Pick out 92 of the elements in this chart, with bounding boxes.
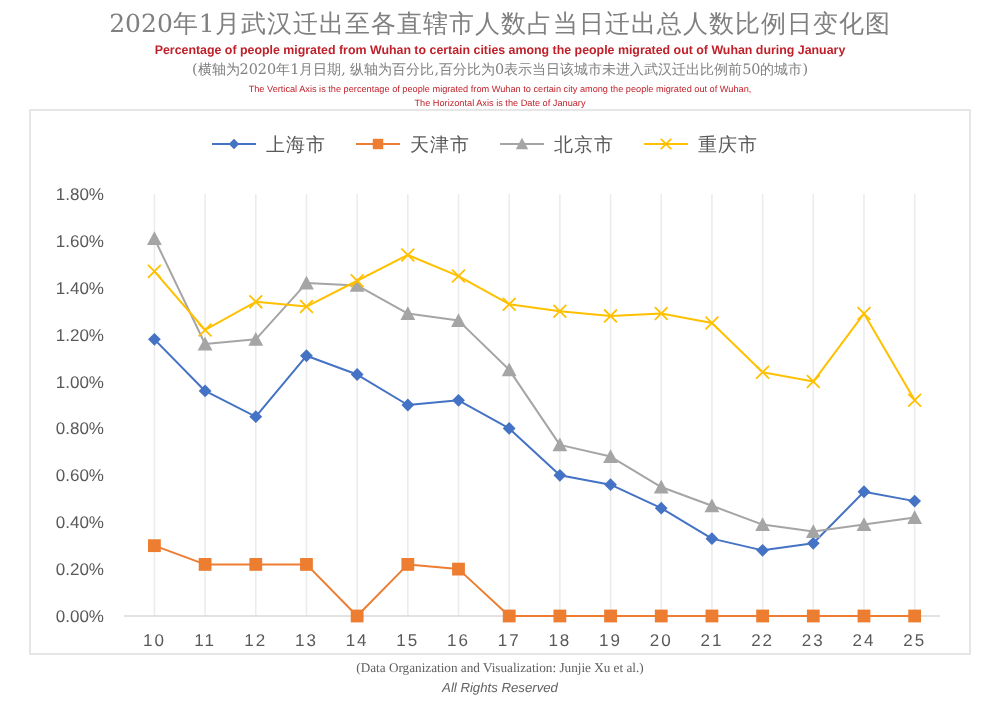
legend-label: 重庆市 xyxy=(698,133,758,157)
y-tick-label: 1.40% xyxy=(55,277,105,298)
legend-label: 上海市 xyxy=(266,133,326,157)
point xyxy=(249,410,263,424)
point xyxy=(553,468,567,482)
point xyxy=(451,313,466,327)
point xyxy=(907,393,922,408)
x-tick-label: 17 xyxy=(497,630,521,650)
x-tick-label: 12 xyxy=(244,630,268,650)
chart-title: 2020年1月武汉迁出至各直辖市人数占当日迁出总人数比例日变化图 xyxy=(109,8,891,38)
y-tick-label: 0.00% xyxy=(55,606,105,626)
x-tick-label: 13 xyxy=(294,630,318,650)
y-tick-label: 0.80% xyxy=(55,418,105,439)
point xyxy=(350,368,364,381)
y-tick-label: 1.60% xyxy=(55,230,105,251)
point xyxy=(349,273,365,289)
point xyxy=(452,393,465,407)
point xyxy=(300,349,313,363)
point xyxy=(653,306,669,321)
point xyxy=(198,558,212,571)
point xyxy=(147,264,162,279)
point xyxy=(502,609,516,623)
x-tick-label: 15 xyxy=(396,630,420,650)
point xyxy=(148,332,161,346)
y-tick-label: 1.80% xyxy=(55,184,105,204)
point xyxy=(552,437,568,452)
x-tick-label: 23 xyxy=(801,630,825,650)
point xyxy=(401,558,415,571)
point xyxy=(908,494,922,508)
point xyxy=(856,517,872,531)
x-tick-label: 24 xyxy=(852,630,876,650)
point xyxy=(300,558,313,571)
x-tick-label: 14 xyxy=(345,630,369,650)
point xyxy=(501,296,517,312)
x-tick-label: 21 xyxy=(700,630,724,650)
y-tick-label: 0.60% xyxy=(55,465,105,486)
x-tick-label: 20 xyxy=(649,630,673,650)
point xyxy=(908,609,922,623)
x-tick-label: 22 xyxy=(751,630,775,650)
point xyxy=(197,322,213,338)
point xyxy=(502,422,516,435)
y-tick-label: 1.20% xyxy=(55,324,105,345)
point xyxy=(805,374,821,389)
x-tick-label: 19 xyxy=(599,630,623,650)
point xyxy=(501,362,517,377)
point xyxy=(401,398,415,412)
point xyxy=(604,609,617,623)
point xyxy=(654,609,668,623)
x-tick-label: 11 xyxy=(194,630,216,650)
x-tick-label: 16 xyxy=(447,630,470,650)
point xyxy=(704,315,720,331)
point xyxy=(704,498,720,513)
point xyxy=(857,485,871,499)
point xyxy=(451,268,466,284)
point xyxy=(452,562,465,576)
x-tick-label: 25 xyxy=(903,630,927,650)
point xyxy=(603,308,618,324)
point xyxy=(148,539,161,553)
point xyxy=(603,449,618,463)
point xyxy=(552,303,568,319)
point xyxy=(147,231,162,245)
y-tick-label: 0.40% xyxy=(55,512,105,533)
point xyxy=(553,609,567,623)
point xyxy=(755,364,770,380)
point xyxy=(756,609,770,623)
point xyxy=(198,384,212,398)
x-tick-label: 10 xyxy=(142,630,166,650)
point xyxy=(604,478,617,492)
legend-label: 北京市 xyxy=(554,133,614,157)
point xyxy=(197,336,213,351)
y-tick-label: 0.20% xyxy=(55,559,105,580)
point xyxy=(806,609,820,623)
point xyxy=(756,543,770,557)
point xyxy=(755,517,771,531)
point xyxy=(249,558,263,571)
point xyxy=(654,501,668,515)
point xyxy=(907,510,923,524)
point xyxy=(299,299,314,314)
y-tick-label: 1.00% xyxy=(55,371,105,392)
point xyxy=(400,247,416,263)
point xyxy=(248,331,264,346)
legend-label: 天津市 xyxy=(410,133,470,157)
x-tick-label: 18 xyxy=(548,630,572,650)
point xyxy=(299,275,314,290)
point xyxy=(856,306,872,321)
point xyxy=(400,306,416,320)
point xyxy=(805,524,821,538)
point xyxy=(653,479,669,494)
point xyxy=(705,532,719,546)
point xyxy=(248,294,264,310)
point xyxy=(350,609,364,623)
point xyxy=(806,536,820,550)
